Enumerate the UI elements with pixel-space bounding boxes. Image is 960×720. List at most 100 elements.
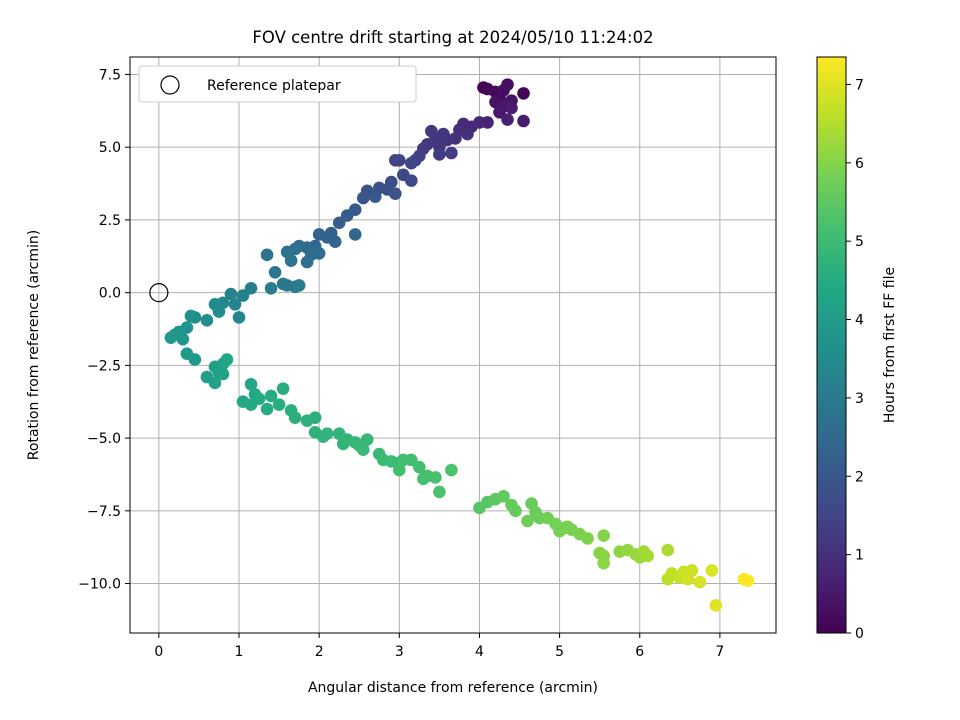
data-point	[184, 309, 198, 323]
data-point	[332, 216, 346, 230]
data-point	[272, 398, 286, 411]
data-point	[244, 377, 258, 391]
data-point	[356, 443, 370, 457]
x-tick-label: 7	[715, 644, 724, 660]
y-tick-label: −2.5	[87, 358, 121, 374]
data-point	[200, 313, 214, 327]
data-point	[433, 148, 446, 161]
y-axis-label: Rotation from reference (arcmin)	[26, 230, 42, 460]
colorbar-tick-label: 7	[855, 77, 864, 93]
y-tick-label: 7.5	[99, 67, 121, 83]
data-point	[224, 287, 238, 301]
reference-marker	[149, 283, 169, 303]
scatter-points	[164, 78, 755, 612]
legend-marker-icon	[160, 75, 180, 95]
data-point	[212, 305, 226, 318]
data-point	[264, 281, 278, 295]
data-point	[681, 572, 695, 586]
x-tick-label: 1	[235, 644, 244, 660]
colorbar-tick-label: 5	[855, 234, 864, 250]
data-point	[741, 574, 755, 587]
data-point	[360, 433, 374, 446]
data-point	[505, 101, 518, 115]
data-point	[356, 191, 370, 205]
data-point	[216, 367, 230, 381]
y-tick-label: −7.5	[87, 504, 121, 520]
colorbar	[816, 56, 847, 634]
x-axis-ticks: 0 1 2 3 4 5 6 7	[154, 633, 724, 660]
data-point	[393, 463, 406, 477]
x-tick-label: 4	[475, 644, 484, 660]
data-point	[288, 411, 302, 425]
data-point	[284, 254, 298, 267]
y-tick-label: 2.5	[99, 213, 121, 229]
data-point	[388, 187, 402, 201]
data-point	[228, 297, 242, 311]
plot-frame	[129, 56, 777, 634]
data-point	[188, 353, 202, 366]
data-point	[320, 427, 334, 441]
data-point	[300, 255, 314, 269]
data-point	[413, 460, 426, 474]
data-point	[497, 489, 510, 503]
data-point	[405, 174, 418, 187]
data-point	[268, 265, 282, 279]
data-point	[501, 113, 514, 126]
data-point	[405, 453, 418, 467]
data-point	[312, 228, 326, 241]
data-point	[340, 209, 354, 222]
data-point	[264, 389, 278, 403]
data-point	[501, 78, 514, 91]
legend-box	[138, 65, 417, 103]
colorbar-tick-label: 1	[855, 548, 864, 564]
data-point	[517, 114, 530, 128]
data-point	[429, 471, 442, 484]
data-point	[208, 376, 222, 390]
colorbar-ticks: 0 1 2 3 4 5 6 7	[846, 77, 864, 642]
data-point	[597, 556, 610, 570]
data-point	[244, 281, 258, 295]
data-point	[509, 504, 522, 518]
legend-label: Reference platepar	[207, 78, 341, 94]
y-tick-label: 5.0	[99, 140, 121, 156]
data-point	[308, 411, 322, 425]
data-point	[260, 248, 274, 262]
data-point	[252, 392, 266, 406]
data-point	[517, 87, 530, 100]
colorbar-tick-label: 2	[855, 469, 864, 485]
data-point	[493, 105, 506, 119]
data-point	[388, 153, 402, 167]
data-point	[445, 146, 458, 160]
data-point	[693, 575, 707, 589]
data-point	[292, 279, 306, 292]
data-point	[348, 228, 362, 241]
colorbar-tick-label: 6	[855, 156, 864, 172]
legend: Reference platepar	[138, 65, 417, 103]
data-point	[260, 402, 274, 416]
grid	[130, 57, 776, 633]
colorbar-label: Hours from first FF file	[882, 267, 898, 423]
data-point	[164, 331, 178, 345]
colorbar-tick-label: 4	[855, 313, 864, 329]
x-tick-label: 6	[635, 644, 644, 660]
data-point	[336, 437, 350, 451]
data-point	[312, 247, 326, 260]
data-point	[216, 357, 230, 371]
data-point	[641, 549, 655, 563]
chart-title: FOV centre drift starting at 2024/05/10 …	[252, 28, 653, 47]
colorbar-tick-label: 3	[855, 391, 864, 407]
data-point	[709, 599, 723, 612]
y-tick-label: −5.0	[87, 431, 121, 447]
data-point	[405, 156, 418, 170]
data-point	[328, 235, 342, 249]
data-point	[368, 190, 382, 203]
data-point	[232, 311, 246, 324]
data-point	[661, 543, 675, 557]
data-point	[433, 485, 446, 499]
data-point	[276, 382, 290, 395]
data-point	[236, 289, 250, 302]
data-point	[425, 124, 438, 138]
y-tick-label: −10.0	[78, 577, 121, 593]
x-tick-label: 3	[395, 644, 404, 660]
